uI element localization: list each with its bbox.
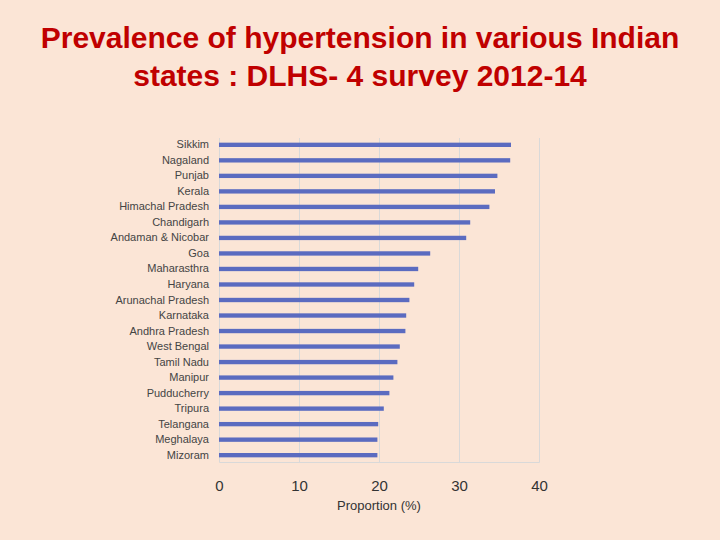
bar — [219, 189, 495, 193]
bar — [219, 158, 510, 162]
y-tick-label: Meghalaya — [155, 433, 210, 445]
y-tick-label: Andaman & Nicobar — [111, 231, 210, 243]
y-tick-label: Pudducherry — [147, 387, 210, 399]
x-tick-label: 20 — [371, 477, 388, 494]
bars — [219, 143, 511, 458]
y-tick: Tamil Nadu — [154, 356, 219, 368]
bar — [219, 422, 378, 426]
y-tick: Nagaland — [162, 154, 219, 166]
x-axis-title: Proportion (%) — [337, 498, 421, 513]
y-tick: Andhra Pradesh — [130, 325, 220, 337]
y-tick-label: Kerala — [177, 185, 210, 197]
y-tick: Arunachal Pradesh — [115, 294, 219, 306]
x-tick: 40 — [531, 138, 548, 494]
bar — [219, 298, 409, 302]
y-tick-label: Telangana — [158, 418, 210, 430]
bar — [219, 375, 393, 379]
bar — [219, 313, 406, 317]
chart: Prevalence of hypertension in various In… — [0, 0, 720, 540]
y-tick-label: Andhra Pradesh — [130, 325, 210, 337]
bar — [219, 267, 418, 271]
y-tick: Meghalaya — [155, 433, 219, 445]
x-tick-label: 10 — [291, 477, 308, 494]
y-tick: Punjab — [175, 169, 219, 181]
y-tick-label: Chandigarh — [152, 216, 209, 228]
y-tick: Karnataka — [159, 309, 219, 321]
y-tick: Telangana — [158, 418, 219, 430]
bar — [219, 453, 377, 457]
y-tick: Chandigarh — [152, 216, 219, 228]
y-tick-label: Manipur — [169, 371, 209, 383]
bar — [219, 220, 470, 224]
grid-line — [539, 138, 540, 462]
bar — [219, 360, 397, 364]
y-tick: Himachal Pradesh — [119, 200, 219, 212]
y-tick-label: Tripura — [175, 402, 210, 414]
y-tick-label: Himachal Pradesh — [119, 200, 209, 212]
y-tick: Sikkim — [177, 138, 219, 150]
y-tick-label: West Bengal — [147, 340, 209, 352]
x-tick-label: 30 — [451, 477, 468, 494]
y-tick: Andaman & Nicobar — [111, 231, 219, 243]
bar — [219, 282, 414, 286]
plot: 0 10 20 30 40 Sikkim Nagaland Punjab Kerala Himac… — [111, 138, 548, 494]
y-tick-label: Karnataka — [159, 309, 210, 321]
y-tick: Mizoram — [167, 449, 219, 461]
y-tick-label: Tamil Nadu — [154, 356, 209, 368]
bar — [219, 406, 384, 410]
bar — [219, 251, 430, 255]
bar — [219, 391, 389, 395]
x-axis: 0 10 20 30 40 — [215, 138, 548, 494]
x-tick-label: 40 — [531, 477, 548, 494]
y-tick: Pudducherry — [147, 387, 219, 399]
y-tick: Maharasthra — [147, 262, 219, 274]
y-tick-label: Haryana — [167, 278, 209, 290]
bar — [219, 205, 489, 209]
bar — [219, 174, 497, 178]
y-axis: Sikkim Nagaland Punjab Kerala Himachal Prade… — [111, 138, 219, 460]
y-tick-label: Punjab — [175, 169, 209, 181]
y-tick: West Bengal — [147, 340, 219, 352]
y-tick: Manipur — [169, 371, 219, 383]
bar — [219, 236, 466, 240]
y-tick-label: Goa — [188, 247, 210, 259]
bar — [219, 437, 377, 441]
bar — [219, 143, 511, 147]
x-tick-label: 0 — [215, 477, 223, 494]
bar — [219, 329, 405, 333]
y-tick-label: Arunachal Pradesh — [115, 294, 209, 306]
y-tick: Tripura — [175, 402, 219, 414]
bar — [219, 344, 400, 348]
grid-line — [459, 138, 460, 462]
y-tick-label: Sikkim — [177, 138, 209, 150]
x-axis-line — [220, 138, 540, 463]
y-tick-label: Maharasthra — [147, 262, 210, 274]
y-tick-label: Nagaland — [162, 154, 209, 166]
y-tick-label: Mizoram — [167, 449, 209, 461]
y-tick: Haryana — [167, 278, 219, 290]
y-tick: Goa — [188, 247, 219, 259]
title: Prevalence of hypertension in various In… — [41, 21, 680, 92]
y-tick: Kerala — [177, 185, 219, 197]
